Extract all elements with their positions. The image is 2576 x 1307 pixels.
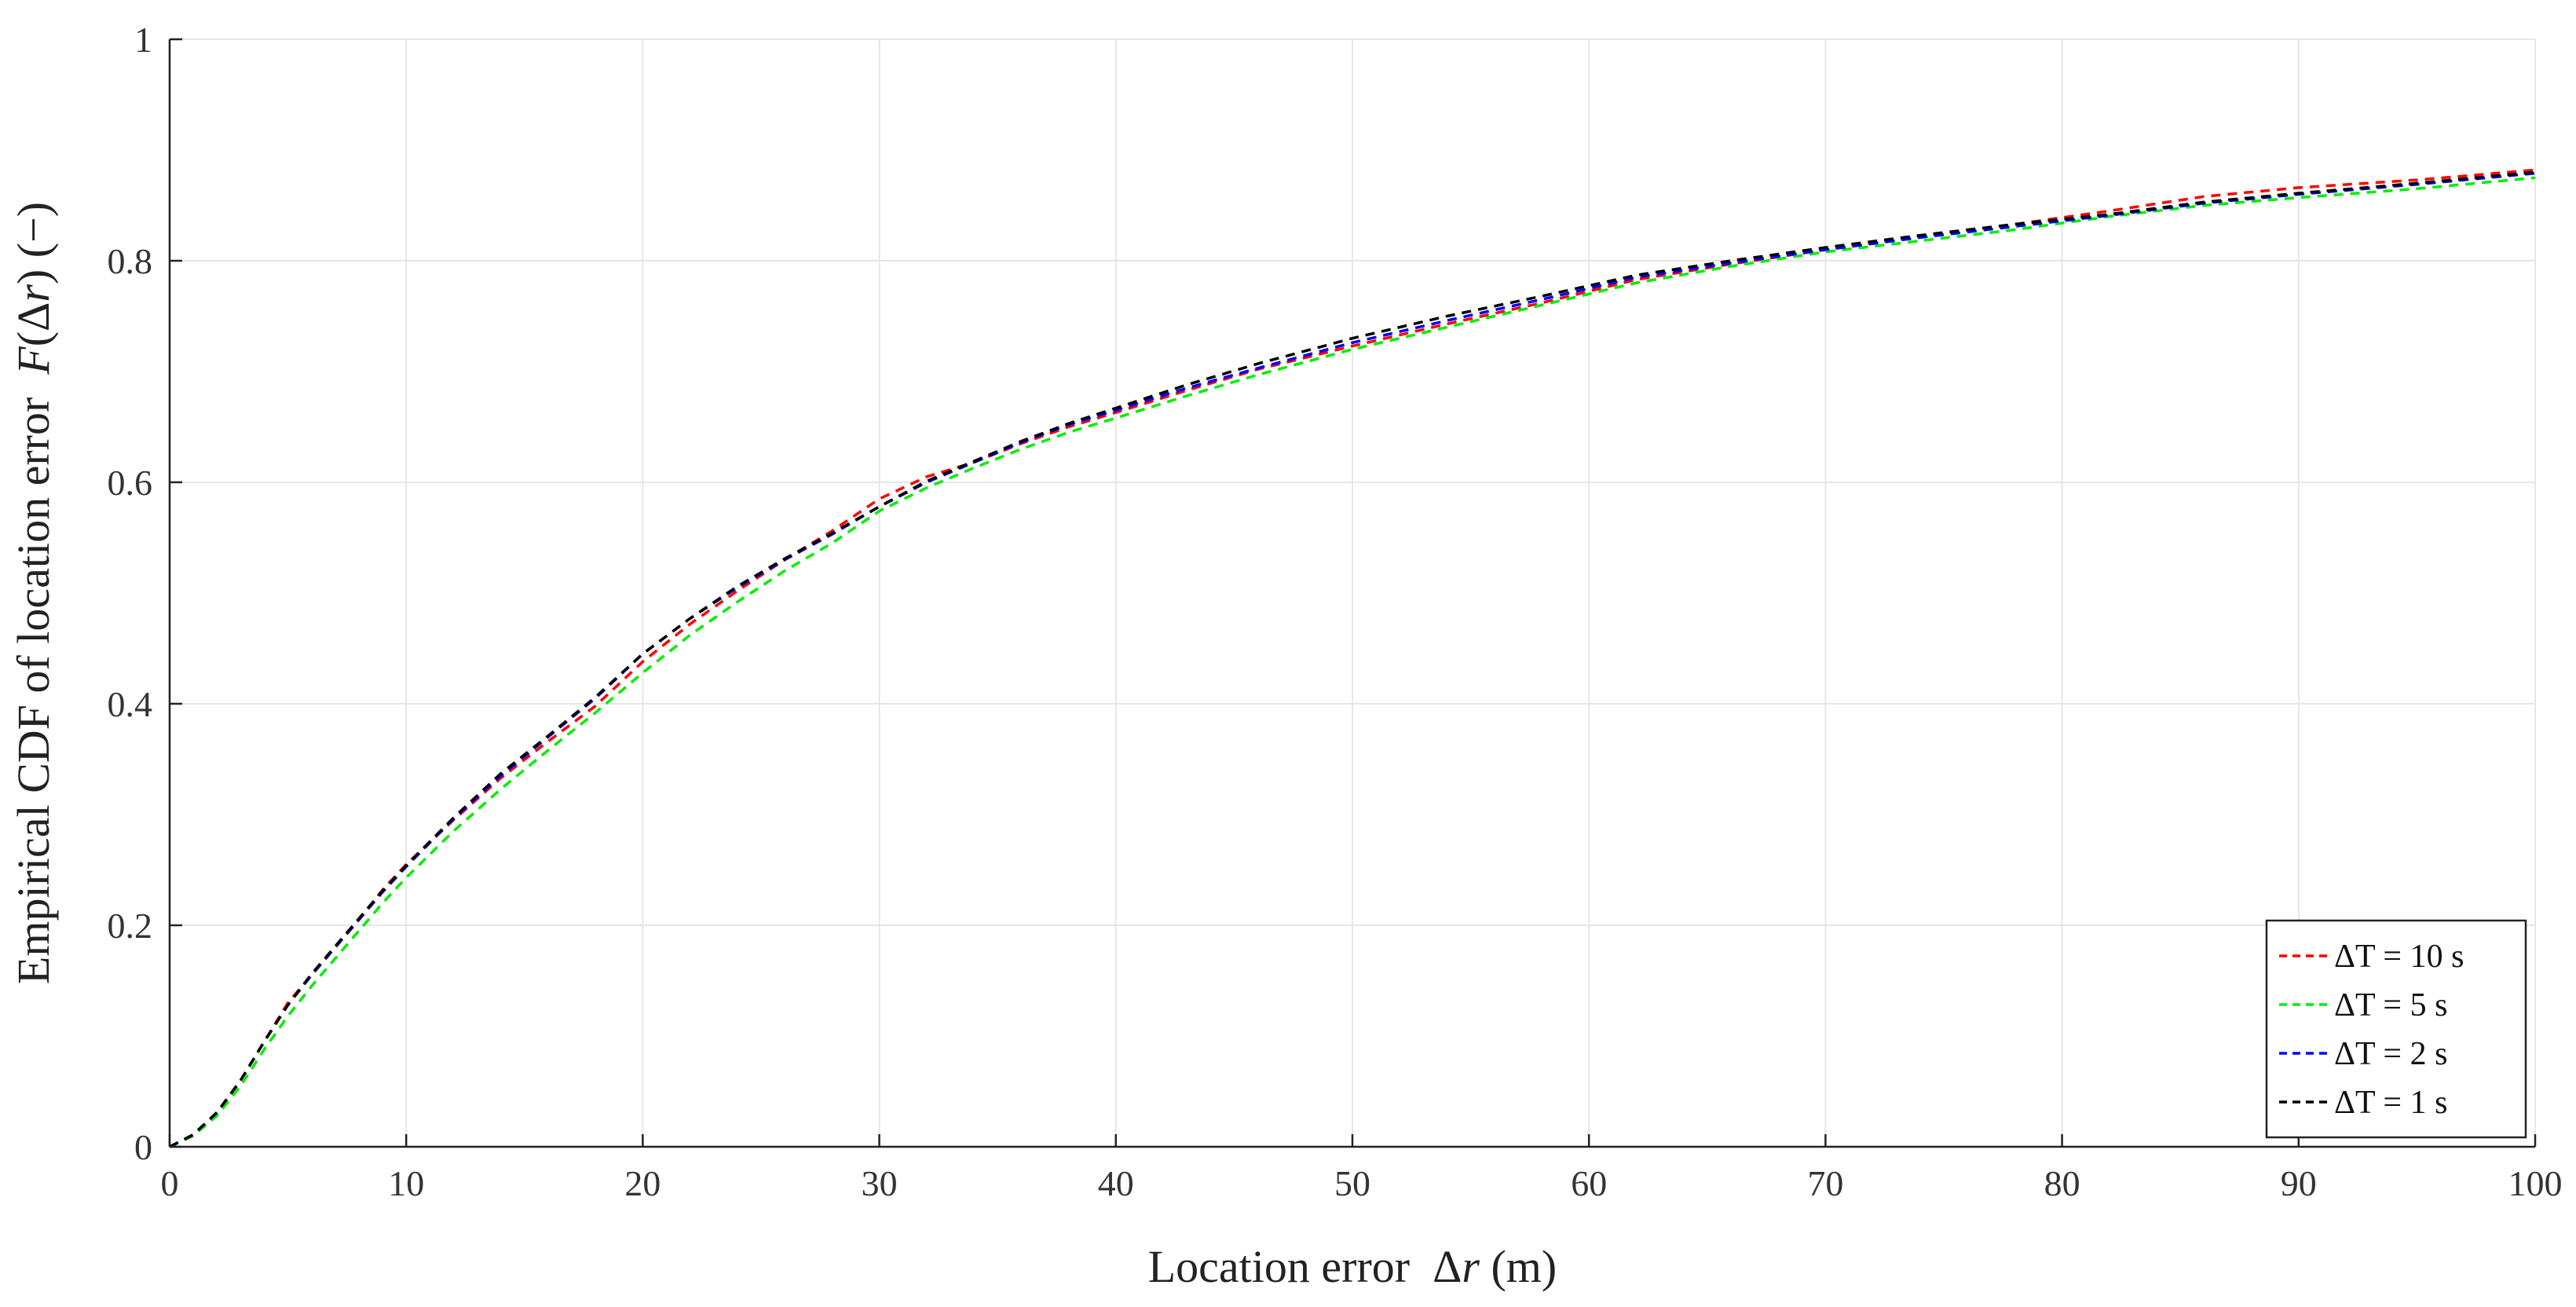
- legend-label-1: ΔT = 10 s: [2334, 939, 2464, 975]
- tick-labels: 0 10 20 30 40 50 60 70 80 90 100 0 0.2 0.4 0.6 0.8 1: [108, 20, 2563, 1203]
- y-tick-label: 0.6: [108, 463, 153, 503]
- y-tick-label: 0: [134, 1127, 152, 1167]
- x-tick-label: 0: [161, 1163, 179, 1203]
- series-lines: [169, 168, 2536, 1148]
- y-tick-label: 0.2: [108, 906, 153, 946]
- series-line-2: [169, 176, 2536, 1148]
- legend-label-4: ΔT = 1 s: [2334, 1085, 2447, 1121]
- y-tick-label: 0.4: [108, 684, 153, 724]
- x-tick-label: 30: [862, 1163, 898, 1203]
- series-line-4: [169, 170, 2536, 1148]
- legend-label-2: ΔT = 5 s: [2334, 987, 2447, 1023]
- y-tick-label: 1: [134, 20, 152, 60]
- x-tick-label: 60: [1571, 1163, 1607, 1203]
- x-tick-label: 20: [624, 1163, 660, 1203]
- x-tick-label: 90: [2281, 1163, 2317, 1203]
- legend-label-3: ΔT = 2 s: [2334, 1036, 2447, 1072]
- x-tick-label: 10: [388, 1163, 424, 1203]
- y-tick-label: 0.8: [108, 241, 153, 281]
- x-tick-label: 70: [1807, 1163, 1843, 1203]
- x-tick-label: 100: [2508, 1163, 2563, 1203]
- y-axis-label: Empirical CDF of location error F(Δr) (−…: [8, 202, 59, 984]
- axes: [168, 38, 2537, 1148]
- x-tick-label: 80: [2044, 1163, 2080, 1203]
- x-axis-label: Location error Δr (m): [1148, 1241, 1557, 1292]
- x-tick-label: 40: [1098, 1163, 1134, 1203]
- x-tick-label: 50: [1334, 1163, 1370, 1203]
- legend: ΔT = 10 s ΔT = 5 s ΔT = 2 s ΔT = 1 s: [2265, 919, 2527, 1139]
